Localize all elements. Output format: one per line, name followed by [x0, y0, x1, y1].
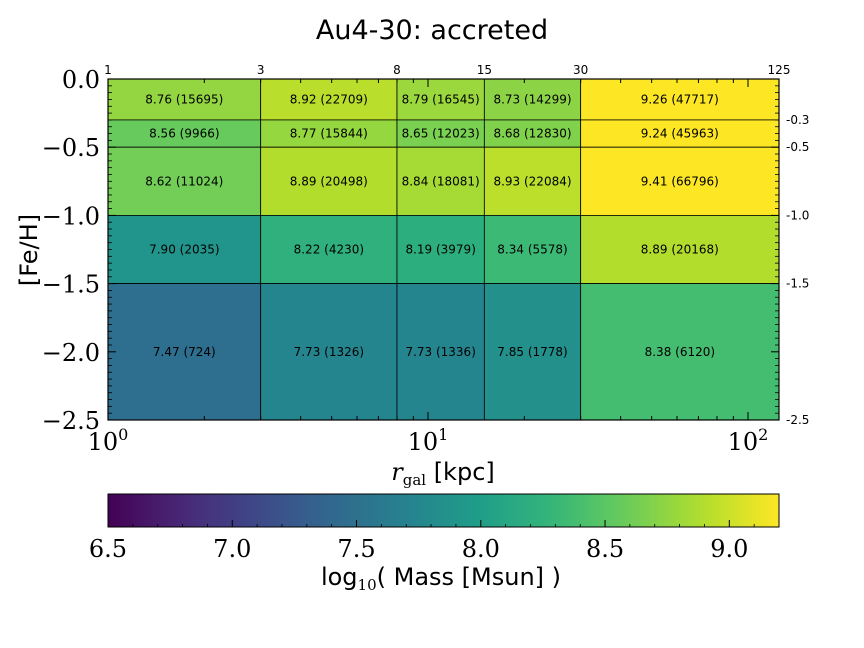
colorbar-tick-label: 9.0: [710, 535, 748, 563]
heatmap-cell: [260, 78, 398, 121]
colorbar-tick-label: 7.0: [213, 535, 251, 563]
chart-title: Au4-30: accreted: [316, 15, 548, 46]
y-tick-label: 0.0: [62, 66, 100, 94]
axis-ticks: [107, 78, 779, 421]
cell-label: 8.89 (20498): [290, 174, 368, 188]
heatmap-cell: [107, 283, 262, 421]
cell-label: 8.34 (5578): [497, 243, 567, 257]
y-tick-label: −0.5: [42, 134, 100, 162]
colorbar: [107, 493, 780, 528]
cell-label: 8.76 (15695): [145, 92, 223, 106]
y-right-tick-label: -0.3: [786, 113, 809, 127]
heatmap-cell: [580, 78, 780, 121]
x-tick-label: 101: [408, 425, 449, 456]
colorbar-tick-label: 6.5: [89, 535, 127, 563]
colorbar-label-rest: ( Mass [Msun] ): [377, 563, 561, 591]
cell-label: 9.24 (45963): [641, 127, 719, 141]
y-tick-label: −2.0: [42, 339, 100, 367]
y-axis-label: [Fe/H]: [15, 214, 43, 286]
cell-label: 8.77 (15844): [290, 127, 368, 141]
heatmap-cell: [396, 119, 485, 148]
cell-label: 9.26 (47717): [641, 92, 719, 106]
heatmap-cells: [107, 78, 780, 421]
heatmap-cell: [107, 78, 262, 121]
cell-label: 8.84 (18081): [402, 174, 480, 188]
cell-label: 8.65 (12023): [402, 127, 480, 141]
heatmap-cell: [580, 283, 780, 421]
heatmap-cell: [483, 146, 582, 216]
colorbar-tick-label: 7.5: [337, 535, 375, 563]
heatmap-cell: [260, 283, 398, 421]
x-top-tick-label: 3: [257, 63, 265, 77]
cell-label: 8.22 (4230): [294, 243, 364, 257]
heatmap-cell-labels: 8.76 (15695) 8.92 (22709) 8.79 (16545) 8.73…: [145, 92, 719, 358]
cell-label: 8.56 (9966): [149, 127, 219, 141]
x-top-tick-label: 8: [393, 63, 401, 77]
colorbar-label: log10( Mass [Msun] ): [321, 563, 561, 594]
cell-label: 8.19 (3979): [405, 243, 475, 257]
x-axis-label: rgal [kpc]: [391, 458, 495, 489]
cell-label: 7.90 (2035): [149, 243, 219, 257]
heatmap-cell: [580, 146, 780, 216]
cell-label: 7.73 (1336): [405, 345, 475, 359]
colorbar-ticks: [107, 520, 780, 527]
cell-label: 7.85 (1778): [497, 345, 567, 359]
heatmap-cell: [396, 214, 485, 284]
colorbar-tick-label: 8.5: [586, 535, 624, 563]
y-tick-label: −1.0: [42, 202, 100, 230]
cell-label: 8.68 (12830): [493, 127, 571, 141]
cell-label: 8.93 (22084): [493, 174, 571, 188]
y-right-tick-label: -2.5: [786, 413, 809, 427]
colorbar-label-log: log: [321, 563, 358, 591]
x-top-tick-label: 125: [768, 63, 791, 77]
x-axis-label-var: r: [391, 458, 404, 486]
cell-label: 7.73 (1326): [294, 345, 364, 359]
y-tick-label: −1.5: [42, 271, 100, 299]
heatmap-cell: [396, 146, 485, 216]
heatmap-cell: [396, 283, 485, 421]
heatmap-cell: [580, 119, 780, 148]
cell-label: 8.92 (22709): [290, 92, 368, 106]
colorbar-tick-label: 8.0: [462, 535, 500, 563]
x-top-tick-label: 30: [573, 63, 588, 77]
x-top-tick-label: 15: [477, 63, 492, 77]
x-tick-label: 100: [88, 425, 129, 456]
x-axis-label-sub: gal: [403, 471, 427, 489]
y-right-tick-label: -1.5: [786, 277, 809, 291]
cell-label: 8.89 (20168): [641, 243, 719, 257]
heatmap-cell: [260, 214, 398, 284]
y-right-tick-label: -0.5: [786, 140, 809, 154]
heatmap-cell: [483, 78, 582, 121]
heatmap-cell: [260, 146, 398, 216]
colorbar-tick-labels: 6.5 7.0 7.5 8.0 8.5 9.0: [89, 535, 748, 563]
cell-label: 9.41 (66796): [641, 174, 719, 188]
x-top-tick-label: 1: [104, 63, 112, 77]
x-axis-label-unit: [kpc]: [426, 458, 495, 486]
cell-label: 8.79 (16545): [402, 92, 480, 106]
y-tick-label: −2.5: [42, 407, 100, 435]
x-tick-label: 102: [728, 425, 769, 456]
cell-label: 8.38 (6120): [645, 345, 715, 359]
heatmap-cell: [580, 214, 780, 284]
cell-label: 8.62 (11024): [145, 174, 223, 188]
y-right-tick-label: -1.0: [786, 208, 809, 222]
axis-tick-labels: 100 101 102 1 3 8 15 30 125 0.0 −0.5 −1.0 −1.5 −2.0 −2…: [42, 63, 810, 456]
colorbar-label-sub: 10: [358, 576, 377, 594]
cell-label: 7.47 (724): [153, 345, 216, 359]
cell-label: 8.73 (14299): [493, 92, 571, 106]
heatmap-cell: [483, 214, 582, 284]
